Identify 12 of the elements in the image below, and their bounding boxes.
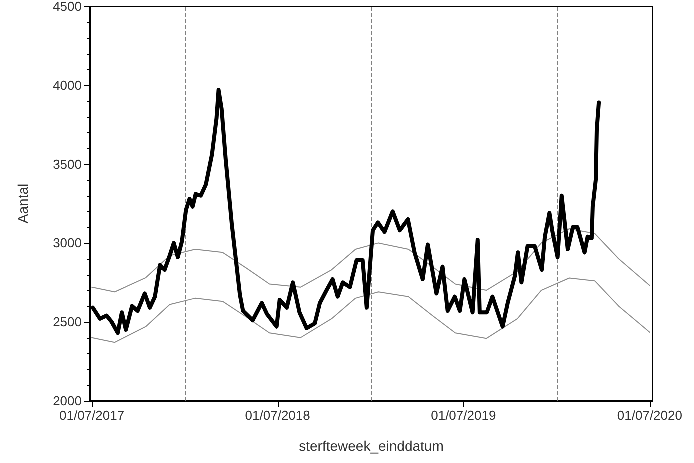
y-tick-label: 2500	[53, 314, 82, 330]
x-tick-label: 01/07/2020	[617, 408, 682, 423]
x-tick-label: 01/07/2017	[59, 408, 125, 423]
x-tick-label: 01/07/2018	[245, 408, 310, 423]
y-axis-title: Aantal	[15, 184, 31, 224]
x-tick-label: 01/07/2019	[431, 408, 496, 423]
y-tick-label: 4500	[53, 0, 82, 14]
y-tick-label: 4000	[53, 78, 82, 93]
y-tick-label: 2000	[53, 394, 82, 408]
y-tick-label: 3000	[53, 236, 82, 251]
x-axis-title: sterfteweek_einddatum	[299, 438, 444, 454]
y-tick-label: 3500	[53, 156, 82, 172]
